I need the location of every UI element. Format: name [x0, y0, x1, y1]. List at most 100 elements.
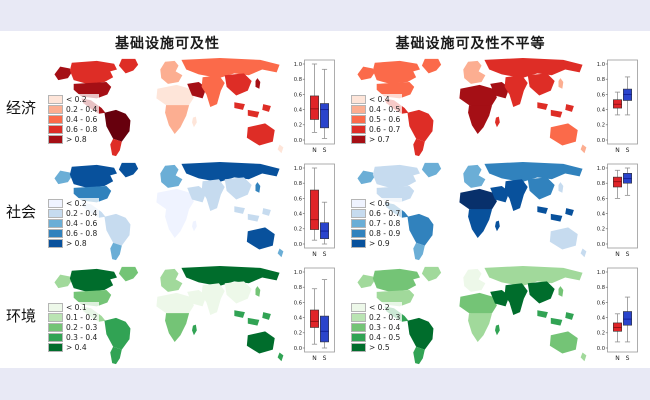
svg-text:0.0: 0.0	[597, 242, 605, 248]
legend-label: 0.5 - 0.6	[369, 115, 401, 124]
svg-text:0.6: 0.6	[597, 196, 605, 202]
svg-text:0.0: 0.0	[597, 138, 605, 144]
svg-text:0.2: 0.2	[294, 227, 302, 233]
legend-item: < 0.4	[351, 95, 400, 104]
legend-item: > 0.8	[48, 135, 97, 144]
svg-text:0.2: 0.2	[597, 227, 605, 233]
svg-text:0.8: 0.8	[597, 181, 605, 187]
legend-item: 0.4 - 0.5	[351, 105, 400, 114]
legend-label: < 0.1	[66, 303, 87, 312]
legend-label: < 0.2	[369, 303, 390, 312]
boxplot-economy-accessibility: 1.0 0.8 0.6 0.4 0.2 0.0 N S	[294, 59, 335, 154]
column-title-accessibility: 基础设施可及性	[115, 36, 220, 52]
legend-item: 0.1 - 0.2	[48, 313, 97, 322]
panel-economy-inequality: < 0.4 0.4 - 0.5 0.5 - 0.6 0.6 - 0.7 > 0.7 1.…	[345, 56, 642, 159]
svg-text:0.6: 0.6	[294, 196, 302, 202]
legend-label: 0.6 - 0.8	[66, 125, 98, 134]
legend-label: 0.2 - 0.4	[66, 105, 98, 114]
svg-text:0.8: 0.8	[294, 285, 302, 291]
legend-item: 0.2 - 0.4	[48, 209, 97, 218]
legend-swatch	[351, 229, 366, 238]
legend-swatch	[48, 239, 63, 248]
svg-text:N: N	[312, 251, 317, 258]
svg-text:1.0: 1.0	[597, 62, 605, 68]
legend-item: < 0.6	[351, 199, 400, 208]
legend-label: > 0.4	[66, 343, 87, 352]
legend-label: > 0.5	[369, 343, 390, 352]
svg-text:0.0: 0.0	[294, 346, 302, 352]
svg-text:0.0: 0.0	[294, 138, 302, 144]
legend-swatch	[351, 343, 366, 352]
svg-text:0.4: 0.4	[294, 108, 303, 114]
boxplot-society-inequality: 1.0 0.8 0.6 0.4 0.2 0.0 N S	[597, 163, 638, 258]
legend-item: 0.4 - 0.5	[351, 333, 400, 342]
legend-item: 0.3 - 0.4	[351, 323, 400, 332]
legend-swatch	[351, 105, 366, 114]
legend-label: 0.4 - 0.5	[369, 333, 401, 342]
row-label-society: 社会	[5, 203, 36, 221]
legend-label: 0.1 - 0.2	[66, 313, 98, 322]
svg-text:0.4: 0.4	[597, 108, 606, 114]
boxplot-economy-inequality: 1.0 0.8 0.6 0.4 0.2 0.0 N S	[597, 59, 638, 154]
legend-label: < 0.6	[369, 199, 390, 208]
svg-text:0.6: 0.6	[597, 92, 605, 98]
legend-environment-inequality: < 0.2 0.2 - 0.3 0.3 - 0.4 0.4 - 0.5 > 0.5	[349, 302, 403, 353]
svg-text:0.0: 0.0	[294, 242, 302, 248]
row-environment: 环境 < 0.1 0.1 - 0.2 0.2 - 0.3 0.3 - 0.4 > 0.4…	[0, 264, 650, 367]
legend-economy-accessibility: < 0.2 0.2 - 0.4 0.4 - 0.6 0.6 - 0.8 > 0.8	[46, 94, 100, 145]
legend-label: 0.4 - 0.6	[66, 219, 98, 228]
svg-text:0.0: 0.0	[597, 346, 605, 352]
svg-text:0.8: 0.8	[294, 77, 302, 83]
panel-economy-accessibility: < 0.2 0.2 - 0.4 0.4 - 0.6 0.6 - 0.8 > 0.8 1.…	[42, 56, 339, 159]
svg-text:1.0: 1.0	[294, 270, 302, 276]
legend-item: > 0.7	[351, 135, 400, 144]
svg-text:0.2: 0.2	[294, 123, 302, 129]
legend-swatch	[48, 115, 63, 124]
legend-item: 0.6 - 0.7	[351, 125, 400, 134]
legend-item: 0.4 - 0.6	[48, 219, 97, 228]
figure-content: 基础设施可及性 基础设施可及性不平等 经济 < 0.2 0.2 - 0.4 0.4 …	[0, 31, 650, 368]
legend-economy-inequality: < 0.4 0.4 - 0.5 0.5 - 0.6 0.6 - 0.7 > 0.7	[349, 94, 403, 145]
svg-text:0.8: 0.8	[597, 285, 605, 291]
legend-swatch	[351, 323, 366, 332]
legend-label: < 0.2	[66, 199, 87, 208]
svg-text:0.6: 0.6	[597, 300, 605, 306]
legend-item: 0.6 - 0.8	[48, 125, 97, 134]
svg-text:0.4: 0.4	[597, 212, 606, 218]
legend-swatch	[351, 125, 366, 134]
legend-swatch	[351, 199, 366, 208]
legend-swatch	[48, 323, 63, 332]
legend-label: 0.4 - 0.5	[369, 105, 401, 114]
legend-swatch	[48, 229, 63, 238]
legend-swatch	[48, 95, 63, 104]
svg-text:S: S	[323, 355, 327, 362]
legend-label: 0.6 - 0.7	[369, 125, 401, 134]
svg-text:S: S	[626, 251, 630, 258]
legend-label: 0.2 - 0.4	[66, 209, 98, 218]
svg-text:0.8: 0.8	[294, 181, 302, 187]
legend-swatch	[351, 333, 366, 342]
panel-environment-inequality: < 0.2 0.2 - 0.3 0.3 - 0.4 0.4 - 0.5 > 0.5 1.…	[345, 264, 642, 367]
legend-swatch	[48, 303, 63, 312]
legend-swatch	[351, 209, 366, 218]
svg-text:0.2: 0.2	[597, 331, 605, 337]
svg-text:N: N	[312, 355, 317, 362]
svg-text:S: S	[323, 147, 327, 154]
legend-swatch	[48, 313, 63, 322]
column-title-inequality: 基础设施可及性不平等	[395, 36, 546, 52]
legend-item: > 0.5	[351, 343, 400, 352]
svg-text:S: S	[626, 355, 630, 362]
boxplot-society-accessibility: 1.0 0.8 0.6 0.4 0.2 0.0 N S	[294, 163, 335, 258]
svg-text:0.4: 0.4	[597, 316, 606, 322]
svg-text:1.0: 1.0	[597, 166, 605, 172]
legend-swatch	[351, 135, 366, 144]
legend-label: 0.3 - 0.4	[369, 323, 401, 332]
svg-text:N: N	[615, 147, 620, 154]
legend-label: 0.2 - 0.3	[369, 313, 401, 322]
legend-item: 0.2 - 0.3	[351, 313, 400, 322]
legend-item: < 0.1	[48, 303, 97, 312]
legend-swatch	[351, 313, 366, 322]
svg-text:0.2: 0.2	[294, 331, 302, 337]
top-band	[0, 0, 650, 31]
